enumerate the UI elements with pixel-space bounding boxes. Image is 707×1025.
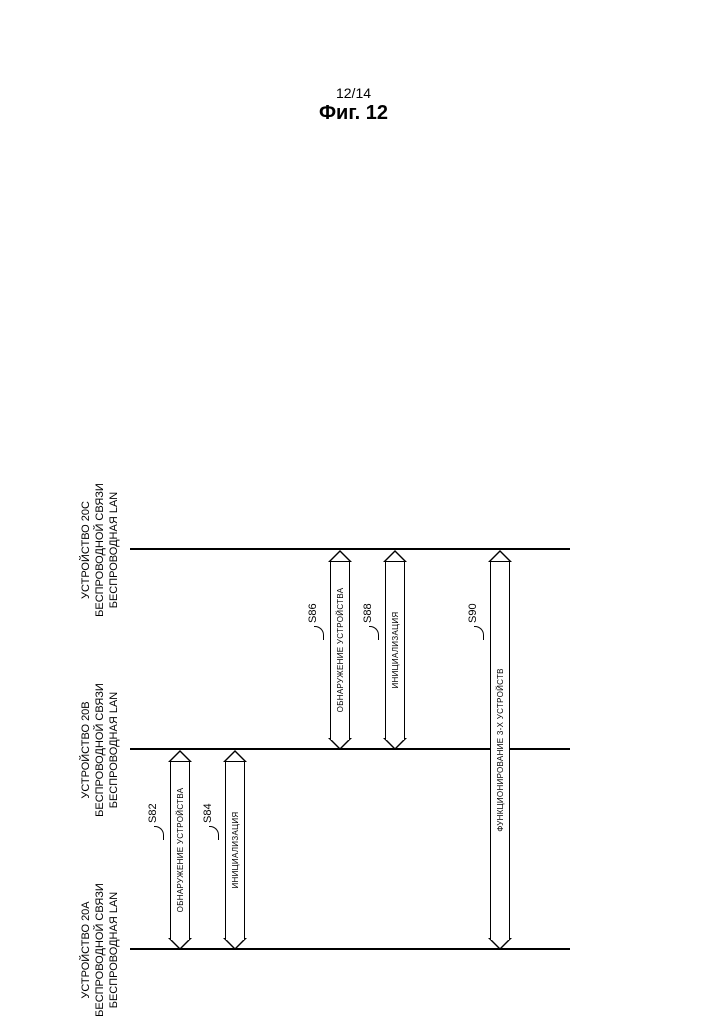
leader-tick	[209, 826, 219, 840]
arrowhead-right-icon	[168, 750, 192, 762]
lifeline-header-b: УСТРОЙСТВО 20B БЕСПРОВОДНОЙ СВЯЗИ БЕСПРО…	[80, 675, 121, 825]
step-label-s90: S90	[467, 603, 479, 623]
arrow-s88: ИНИЦИАЛИЗАЦИЯ	[385, 550, 405, 750]
lifeline-header-a: УСТРОЙСТВО 20A БЕСПРОВОДНОЙ СВЯЗИ БЕСПРО…	[80, 875, 121, 1025]
page: 12/14 Фиг. 12 УСТРОЙСТВО 20A БЕСПРОВОДНО…	[0, 0, 707, 1000]
sequence-diagram: УСТРОЙСТВО 20A БЕСПРОВОДНОЙ СВЯЗИ БЕСПРО…	[80, 510, 600, 990]
arrow-label: ИНИЦИАЛИЗАЦИЯ	[387, 562, 404, 738]
figure-title: Фиг. 12	[319, 102, 388, 125]
arrow-s90: ФУНКЦИОНИРОВАНИЕ 3-Х УСТРОЙСТВ	[490, 550, 510, 950]
arrowhead-right-icon	[223, 750, 247, 762]
step-label-s88: S88	[362, 603, 374, 623]
arrowhead-right-icon	[383, 550, 407, 562]
leader-tick	[314, 626, 324, 640]
step-label-s86: S86	[307, 603, 319, 623]
step-label-s84: S84	[202, 803, 214, 823]
arrow-label: ФУНКЦИОНИРОВАНИЕ 3-Х УСТРОЙСТВ	[492, 562, 509, 938]
arrow-s84: ИНИЦИАЛИЗАЦИЯ	[225, 750, 245, 950]
arrow-label: ОБНАРУЖЕНИЕ УСТРОЙСТВА	[172, 762, 189, 938]
arrow-s82: ОБНАРУЖЕНИЕ УСТРОЙСТВА	[170, 750, 190, 950]
step-label-s82: S82	[147, 803, 159, 823]
lifeline-header-c: УСТРОЙСТВО 20C БЕСПРОВОДНОЙ СВЯЗИ БЕСПРО…	[80, 475, 121, 625]
leader-tick	[369, 626, 379, 640]
arrow-label: ОБНАРУЖЕНИЕ УСТРОЙСТВА	[332, 562, 349, 738]
arrowhead-right-icon	[328, 550, 352, 562]
page-number: 12/14	[336, 85, 371, 101]
leader-tick	[154, 826, 164, 840]
arrowhead-right-icon	[488, 550, 512, 562]
arrow-label: ИНИЦИАЛИЗАЦИЯ	[227, 762, 244, 938]
leader-tick	[474, 626, 484, 640]
arrow-s86: ОБНАРУЖЕНИЕ УСТРОЙСТВА	[330, 550, 350, 750]
